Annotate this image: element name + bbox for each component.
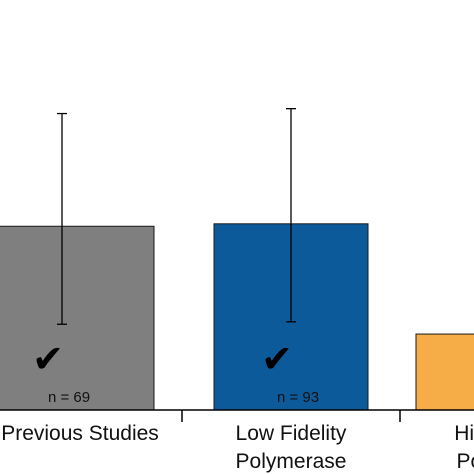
error-bars-layer <box>57 108 296 325</box>
check-mark-1: ✔ <box>32 337 64 381</box>
n-label-1: n = 69 <box>48 389 90 406</box>
x-ticks-layer <box>181 410 401 422</box>
x-tick-label-2: Low Fidelity Polymerase <box>236 422 347 473</box>
bar-1 <box>0 225 155 411</box>
bar-3 <box>415 333 474 411</box>
x-tick-label-1: Previous Studies <box>1 422 159 445</box>
error-bar-2 <box>286 108 296 323</box>
n-label-2: n = 93 <box>277 389 319 406</box>
bars-layer <box>0 223 474 411</box>
x-labels-layer: Previous Studies Low Fidelity Polymerase Hi… <box>1 422 474 473</box>
error-bar-1 <box>57 112 67 325</box>
check-mark-2: ✔ <box>261 337 293 381</box>
annotations-layer: ✔ n = 69 ✔ n = 93 <box>32 337 319 406</box>
